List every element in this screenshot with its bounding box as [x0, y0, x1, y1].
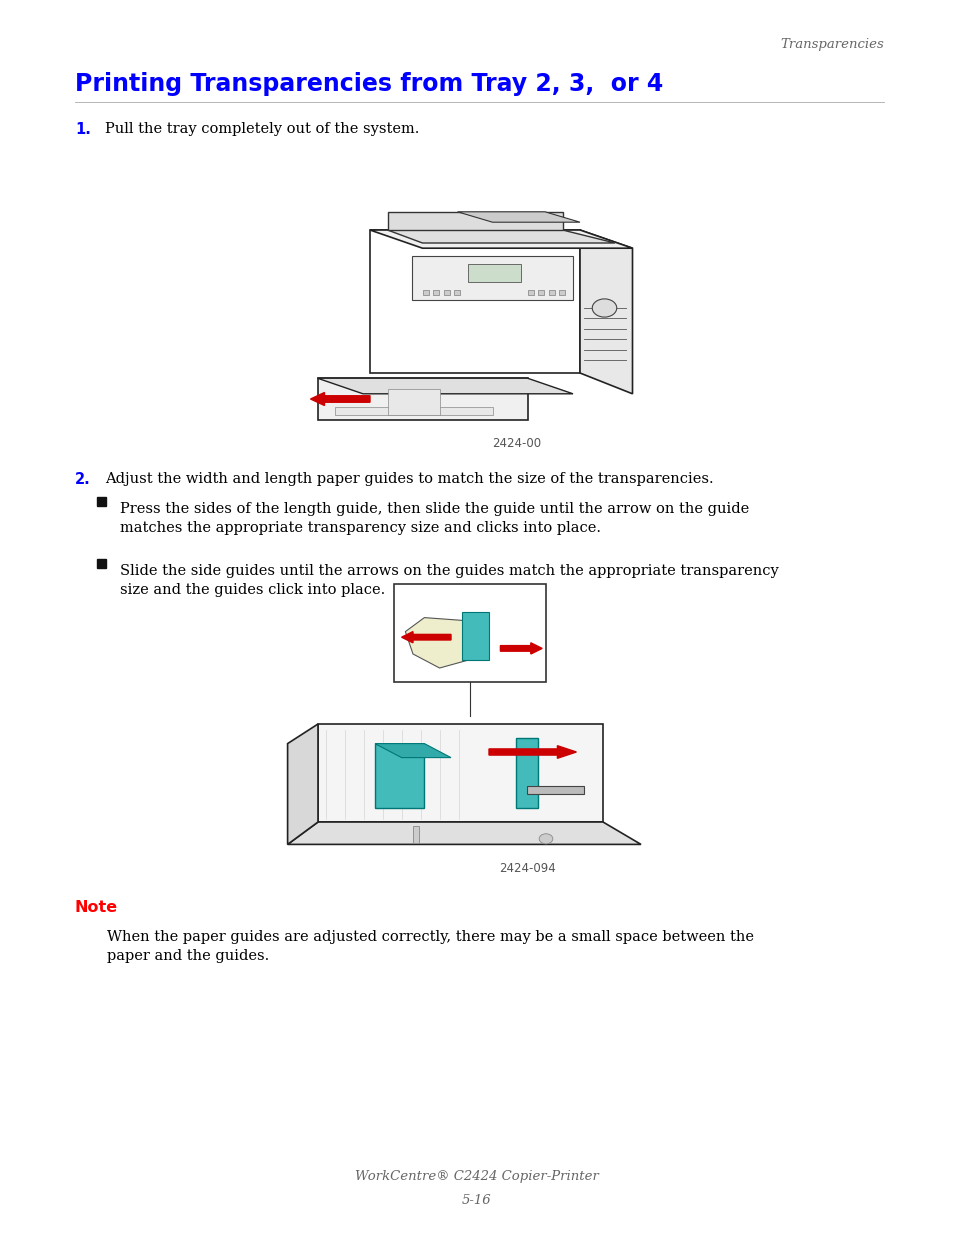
Bar — [97, 559, 106, 568]
Text: 5-16: 5-16 — [461, 1194, 492, 1207]
Polygon shape — [387, 211, 562, 230]
Text: 1.: 1. — [75, 122, 91, 137]
Text: 2424-094: 2424-094 — [498, 862, 555, 876]
Bar — [558, 290, 565, 295]
FancyArrow shape — [500, 642, 541, 655]
Text: 2424-00: 2424-00 — [492, 437, 541, 450]
Bar — [537, 290, 544, 295]
Polygon shape — [287, 823, 640, 845]
Polygon shape — [375, 743, 451, 757]
Bar — [433, 290, 438, 295]
FancyArrow shape — [401, 631, 451, 642]
Bar — [413, 826, 418, 844]
Text: When the paper guides are adjusted correctly, there may be a small space between: When the paper guides are adjusted corre… — [107, 930, 753, 963]
Bar — [527, 290, 534, 295]
Bar — [97, 496, 106, 506]
Polygon shape — [317, 378, 573, 394]
Polygon shape — [412, 256, 573, 300]
Polygon shape — [370, 230, 632, 248]
Text: Pull the tray completely out of the system.: Pull the tray completely out of the syst… — [105, 122, 419, 136]
Polygon shape — [515, 739, 537, 808]
Bar — [548, 290, 555, 295]
Text: 2.: 2. — [75, 472, 91, 487]
Text: Printing Transparencies from Tray 2, 3,  or 4: Printing Transparencies from Tray 2, 3, … — [75, 72, 662, 96]
Text: WorkCentre® C2424 Copier-Printer: WorkCentre® C2424 Copier-Printer — [355, 1170, 598, 1183]
Text: Slide the side guides until the arrows on the guides match the appropriate trans: Slide the side guides until the arrows o… — [120, 564, 778, 597]
Bar — [526, 785, 583, 794]
Text: Adjust the width and length paper guides to match the size of the transparencies: Adjust the width and length paper guides… — [105, 472, 713, 487]
Circle shape — [592, 299, 616, 317]
Bar — [443, 290, 449, 295]
Text: Note: Note — [75, 900, 118, 915]
Bar — [454, 290, 459, 295]
FancyArrow shape — [310, 393, 370, 405]
Polygon shape — [462, 613, 489, 659]
Bar — [335, 406, 492, 415]
Polygon shape — [394, 584, 545, 682]
Bar — [387, 389, 439, 415]
Polygon shape — [405, 618, 477, 668]
Polygon shape — [457, 211, 579, 222]
Bar — [422, 290, 428, 295]
Polygon shape — [579, 230, 632, 394]
Text: Transparencies: Transparencies — [780, 38, 883, 51]
Polygon shape — [370, 230, 579, 373]
Text: Press the sides of the length guide, then slide the guide until the arrow on the: Press the sides of the length guide, the… — [120, 501, 748, 535]
Polygon shape — [387, 230, 615, 243]
Polygon shape — [317, 378, 527, 420]
Circle shape — [538, 834, 552, 844]
Bar — [468, 264, 520, 282]
FancyArrow shape — [489, 746, 576, 758]
Polygon shape — [317, 724, 602, 823]
Polygon shape — [375, 743, 424, 808]
Polygon shape — [287, 724, 317, 845]
